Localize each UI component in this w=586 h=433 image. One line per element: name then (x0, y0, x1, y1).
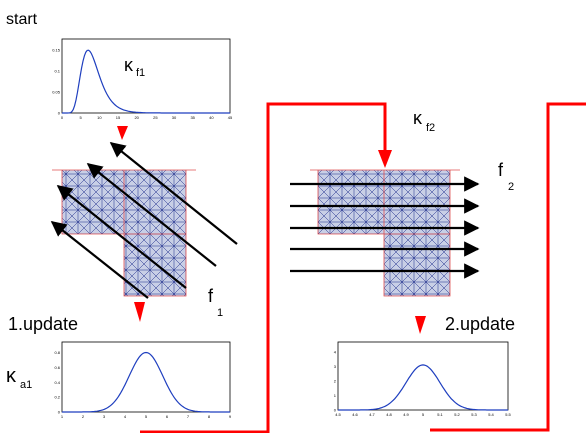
f1-symbol: f (208, 286, 214, 306)
y-tick-label: 0.8 (54, 350, 60, 355)
y-tick-label: 0 (58, 111, 61, 116)
y-tick-label: 0 (334, 408, 337, 413)
x-tick-label: 25 (153, 115, 158, 120)
force-arrows-f2 (290, 176, 480, 279)
x-tick-label: 4.9 (403, 412, 409, 417)
mesh-2 (310, 169, 460, 297)
x-tick-label: 5.2 (454, 412, 460, 417)
y-tick-label: 0 (58, 410, 61, 415)
update1-label: 1.update (8, 314, 78, 334)
x-tick-label: 5.4 (488, 412, 494, 417)
update1-plot: 1 2 3 4 5 6 7 8 9 0 0.2 0.4 0.6 0.8 (54, 341, 232, 419)
x-tick-label: 2 (82, 414, 85, 419)
kappa-f1-symbol: κ (124, 55, 134, 75)
y-tick-label: 1 (334, 393, 337, 398)
x-tick-label: 5.5 (505, 412, 511, 417)
x-tick-label: 6 (166, 414, 169, 419)
y-tick-label: 3 (334, 364, 337, 369)
y-tick-label: 0.4 (54, 380, 60, 385)
x-tick-label: 45 (228, 115, 233, 120)
y-tick-label: 0.2 (54, 395, 60, 400)
x-tick-label: 4.7 (369, 412, 375, 417)
update2-plot-frame (337, 341, 509, 411)
x-tick-label: 7 (187, 414, 190, 419)
x-tick-label: 9 (229, 414, 232, 419)
start-prior-plot: 0 5 10 15 20 25 30 35 40 45 0 0.05 0.1 0.15 (52, 38, 233, 120)
x-tick-label: 8 (208, 414, 211, 419)
update1-plot-frame (61, 341, 231, 413)
x-tick-label: 30 (172, 115, 177, 120)
flow-arrow-start-to-mesh1 (117, 126, 128, 140)
y-tick-label: 4 (334, 350, 337, 355)
start-label: start (6, 11, 38, 28)
start-curve (62, 49, 230, 114)
flow-line-main (140, 102, 586, 433)
x-tick-label: 4 (124, 414, 127, 419)
update2-label: 2.update (445, 314, 515, 334)
x-tick-label: 35 (190, 115, 195, 120)
flow-arrow-mesh2-to-update2 (415, 316, 426, 334)
kappa-f2-subscript: f2 (426, 122, 435, 134)
kappa-a1-subscript: a1 (20, 379, 32, 391)
kappa-f1-subscript: f1 (136, 67, 145, 79)
update2-plot: 4.5 4.6 4.7 4.8 4.9 5 5.1 5.2 5.3 5.4 5.5 0 1 2 3 4 (334, 341, 512, 417)
y-tick-label: 0.1 (54, 69, 60, 74)
x-tick-label: 10 (97, 115, 102, 120)
update1-curve (62, 351, 230, 413)
x-tick-label: 5.3 (471, 412, 477, 417)
x-tick-label: 15 (116, 115, 121, 120)
y-tick-label: 0.05 (52, 90, 61, 95)
y-tick-label: 2 (334, 379, 337, 384)
x-tick-label: 40 (209, 115, 214, 120)
x-tick-label: 5 (422, 412, 425, 417)
x-tick-label: 5.1 (437, 412, 443, 417)
mesh-1 (52, 169, 196, 297)
f1-subscript: 1 (217, 307, 223, 319)
update2-curve (338, 364, 508, 411)
x-tick-label: 3 (103, 414, 106, 419)
y-tick-label: 0.15 (52, 48, 61, 53)
flow-arrow-into-mesh2 (378, 150, 392, 168)
x-tick-label: 1 (61, 414, 64, 419)
kappa-a1-symbol: κ (6, 365, 17, 387)
f2-subscript: 2 (508, 181, 514, 193)
flow-arrow-mesh1-to-update1 (134, 302, 145, 322)
y-tick-label: 0.6 (54, 365, 60, 370)
kappa-f2-symbol: κ (413, 108, 423, 128)
x-tick-label: 5 (80, 115, 83, 120)
x-tick-label: 5 (145, 414, 148, 419)
f2-symbol: f (498, 160, 504, 180)
x-tick-label: 4.6 (352, 412, 358, 417)
x-tick-label: 4.8 (386, 412, 392, 417)
x-tick-label: 4.5 (335, 412, 341, 417)
force-arrows-f1 (50, 142, 238, 299)
x-tick-label: 0 (61, 115, 64, 120)
x-tick-label: 20 (134, 115, 139, 120)
